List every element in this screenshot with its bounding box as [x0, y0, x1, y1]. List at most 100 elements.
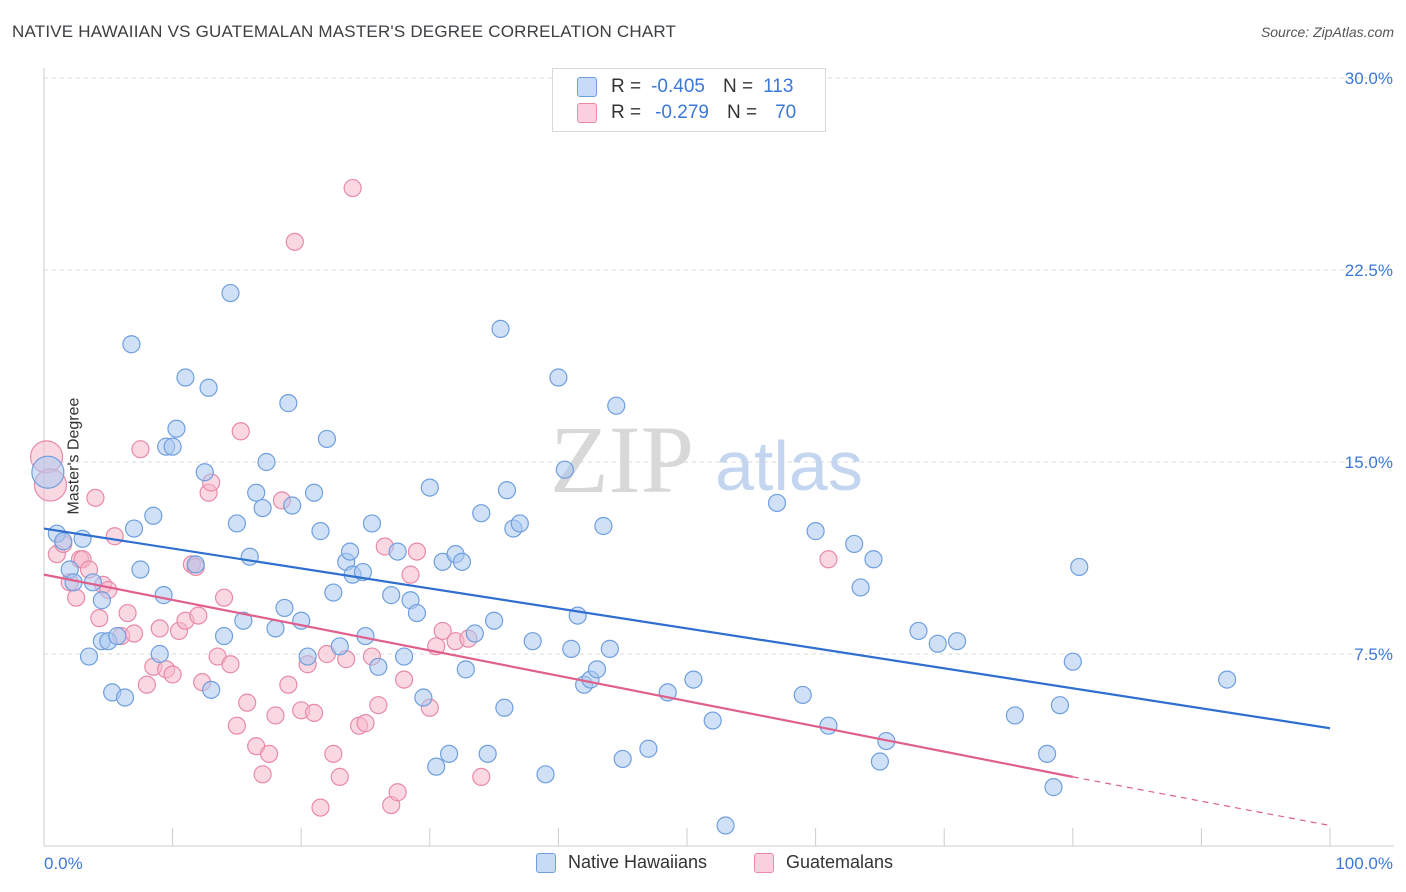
native-hawaiians-point — [283, 496, 302, 515]
guatemalans-point — [253, 765, 272, 784]
native-hawaiians-point — [304, 483, 324, 502]
legend-r-label: R = — [611, 102, 642, 123]
native-hawaiians-point — [221, 283, 240, 303]
native-hawaiians-point — [1070, 557, 1089, 577]
native-hawaiians-point — [122, 335, 141, 354]
native-hawaiians-point — [144, 506, 163, 525]
native-hawaiians-point — [414, 688, 433, 707]
y-tick-label: 15.0% — [1345, 453, 1393, 472]
native-hawaiians-point — [613, 749, 632, 769]
native-hawaiians-point — [247, 483, 266, 502]
native-hawaiians-point — [716, 816, 735, 835]
legend-n-label: N = — [722, 76, 754, 97]
guatemalans-point — [227, 716, 246, 735]
guatemalans-point — [401, 565, 420, 584]
native-hawaiians-trendline — [43, 527, 1331, 730]
guatemalans-point — [407, 542, 427, 561]
bottom-legend-guatemalans[interactable]: Guatemalans — [754, 852, 893, 873]
native-hawaiians-point — [394, 647, 414, 666]
guatemalans-point — [369, 696, 388, 715]
guatemalans-point — [86, 488, 105, 507]
native-hawaiians-point — [851, 578, 870, 597]
native-hawaiians-point — [257, 452, 276, 472]
native-hawaiians-point — [478, 744, 497, 763]
native-hawaiians-point — [253, 498, 272, 518]
guatemalans-point — [394, 670, 414, 689]
native-hawaiians-point — [79, 647, 99, 666]
watermark: ZIP atlas — [550, 406, 863, 513]
native-hawaiians-point — [600, 639, 619, 658]
native-hawaiians-point — [491, 319, 510, 338]
bottom-legend-native-hawaiians[interactable]: Native Hawaiians — [536, 852, 707, 873]
native-hawaiians-point — [703, 711, 722, 730]
native-hawaiians-point — [311, 522, 330, 541]
native-hawaiians-point — [472, 504, 491, 523]
native-hawaiians-point — [202, 680, 221, 699]
guatemalans-point — [131, 440, 150, 459]
native-hawaiians-point — [806, 522, 825, 541]
native-hawaiians-point — [240, 547, 259, 566]
guatemalans-point — [124, 624, 144, 643]
guatemalans-point — [238, 693, 257, 712]
guatemalans-point — [343, 178, 362, 198]
native-hawaiians-point — [1037, 744, 1057, 763]
native-hawaiians-point — [131, 560, 150, 579]
legend-swatch-blue — [577, 77, 597, 97]
native-hawaiians-point — [536, 765, 555, 784]
native-hawaiians-point — [497, 481, 517, 500]
native-hawaiians-point — [587, 660, 607, 679]
y-tick-label: 22.5% — [1345, 261, 1393, 280]
native-hawaiians-point — [495, 698, 514, 717]
native-hawaiians-point — [369, 657, 388, 676]
native-hawaiians-point — [382, 586, 401, 605]
native-hawaiians-point — [767, 493, 787, 513]
guatemalans-point — [137, 675, 156, 694]
bottom-legend-swatch-pink — [754, 852, 774, 873]
y-tick-label: 7.5% — [1354, 645, 1393, 664]
guatemalans-point — [388, 783, 407, 802]
guatemalans-trendline — [43, 573, 1074, 778]
guatemalans-point — [433, 621, 452, 641]
native-hawaiians-point — [324, 583, 343, 602]
native-hawaiians-point — [523, 632, 542, 651]
guatemalans-point — [67, 588, 86, 607]
guatemalans-point — [304, 703, 324, 722]
native-hawaiians-point — [607, 396, 626, 415]
legend-r-label: R = — [611, 76, 642, 97]
legend-row-guatemalans: R = -0.279 N = 70 — [577, 101, 796, 125]
guatemalans-point — [819, 550, 838, 569]
legend-r-value: -0.279 — [655, 102, 709, 123]
native-hawaiians-point — [275, 598, 294, 618]
native-hawaiians-point — [420, 478, 439, 497]
legend-n-value: 113 — [763, 76, 794, 97]
bottom-legend-label: Guatemalans — [786, 852, 894, 872]
guatemalans-point — [266, 706, 285, 725]
native-hawaiians-point — [298, 647, 317, 666]
native-hawaiians-point — [549, 368, 568, 387]
guatemalans-point — [221, 655, 240, 674]
trend-layer — [43, 527, 1331, 827]
native-hawaiians-point — [439, 744, 459, 763]
native-hawaiians-point — [167, 419, 186, 438]
guatemalans-point — [231, 422, 250, 441]
legend-n-value: 70 — [775, 102, 797, 123]
native-hawaiians-point — [594, 516, 613, 536]
native-hawaiians-point — [92, 591, 111, 610]
native-hawaiians-point — [819, 716, 838, 735]
guatemalans-point — [356, 714, 375, 733]
native-hawaiians-point — [124, 519, 144, 538]
native-hawaiians-point — [54, 532, 73, 551]
guatemalans-point — [150, 619, 169, 638]
native-hawaiians-point — [362, 514, 382, 533]
guatemalans-point — [105, 527, 124, 546]
native-hawaiians-point — [465, 624, 484, 643]
native-hawaiians-point — [1063, 652, 1082, 671]
native-hawaiians-point — [340, 542, 360, 561]
native-hawaiians-point — [115, 688, 135, 707]
guatemalans-point — [163, 665, 182, 684]
native-hawaiians-point — [947, 632, 967, 651]
native-hawaiians-point — [266, 619, 285, 638]
native-hawaiians-point — [562, 639, 581, 658]
bottom-legend-label: Native Hawaiians — [568, 852, 708, 872]
